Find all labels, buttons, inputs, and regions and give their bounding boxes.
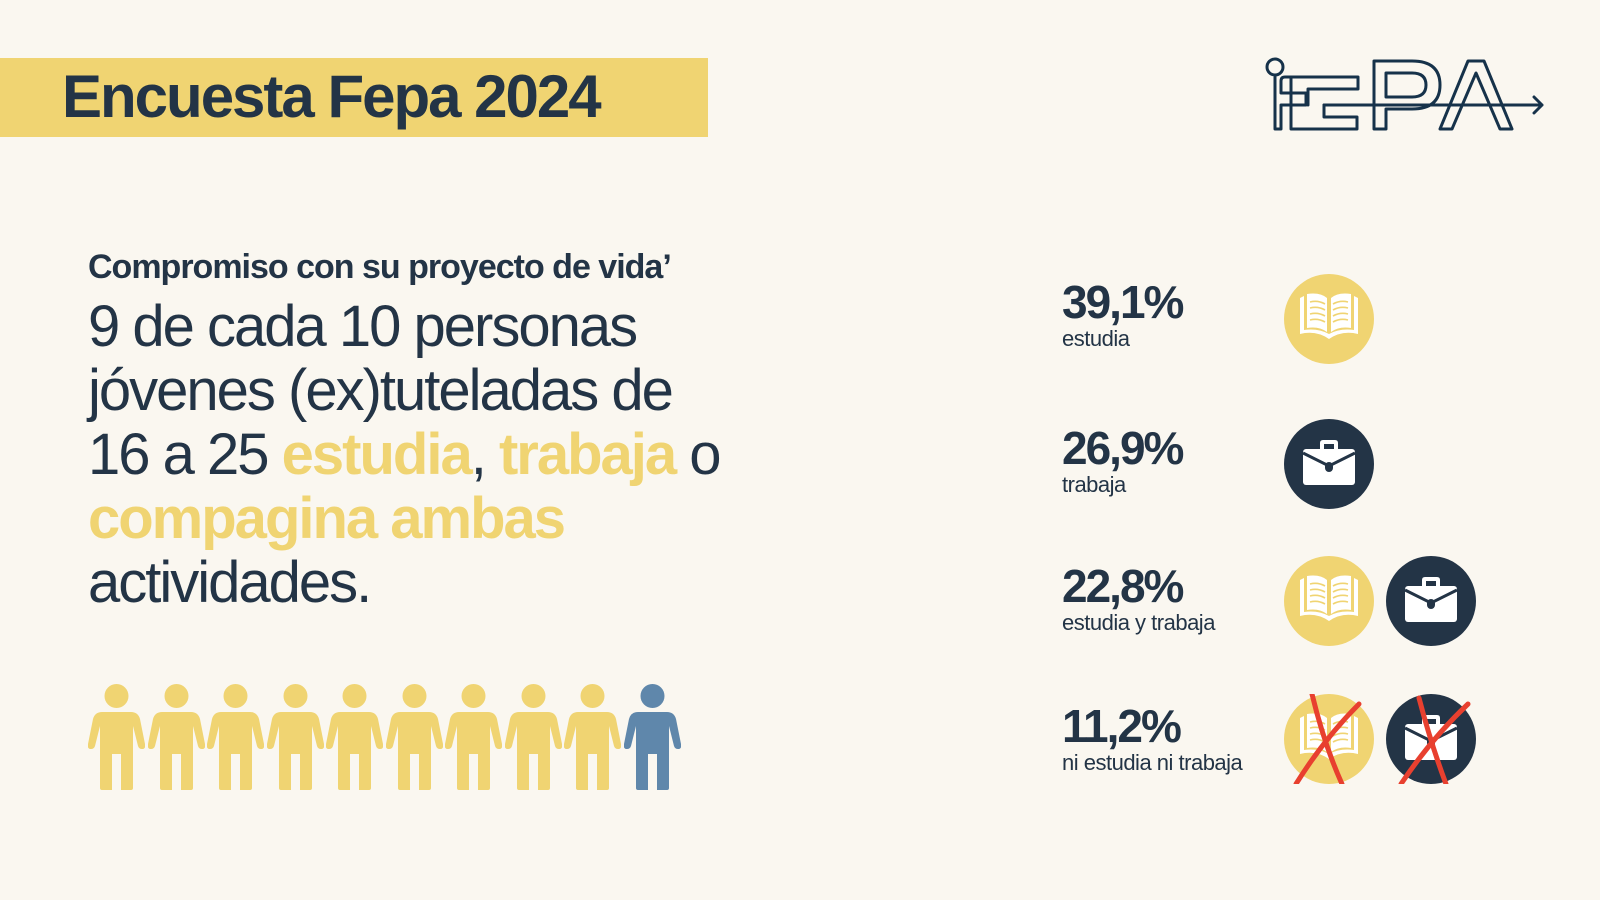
book-icon <box>1284 556 1374 646</box>
stat-percentage: 22,8% <box>1062 560 1184 612</box>
briefcase-icon <box>1284 419 1374 509</box>
title-bar: Encuesta Fepa 2024 <box>0 58 708 137</box>
stat-percentage: 11,2% <box>1062 700 1182 752</box>
stat-label: trabaja <box>1062 472 1126 497</box>
fepa-logo <box>1262 55 1547 140</box>
stat-percentage: 26,9% <box>1062 422 1184 474</box>
subtitle: Compromiso con su proyecto de vida’ <box>88 248 672 286</box>
person-icon <box>385 684 444 790</box>
person-icon <box>563 684 622 790</box>
person-icon <box>444 684 503 790</box>
stat-item: 26,9% trabaja <box>1062 422 1184 498</box>
stat-label: estudia <box>1062 326 1130 351</box>
highlight-trabaja: trabaja <box>498 422 677 487</box>
headline: 9 de cada 10 personas jóvenes (ex)tutela… <box>88 295 848 615</box>
headline-text: o <box>675 422 721 487</box>
person-icon <box>87 684 146 790</box>
headline-text: , <box>470 422 499 487</box>
person-icon <box>266 684 325 790</box>
briefcase-crossed-icon <box>1386 694 1476 787</box>
headline-line: 16 a 25 estudia, trabaja o <box>88 423 848 487</box>
headline-line: jóvenes (ex)tuteladas de <box>88 358 674 423</box>
person-icon <box>147 684 206 790</box>
headline-text: 16 a 25 <box>88 422 282 487</box>
headline-line: 9 de cada 10 personas <box>88 294 638 359</box>
page-title: Encuesta Fepa 2024 <box>62 63 602 130</box>
book-icon <box>1284 274 1374 364</box>
book-crossed-icon <box>1284 691 1374 787</box>
people-row <box>87 684 682 790</box>
headline-line: actividades. <box>88 550 372 615</box>
person-icon <box>206 684 265 790</box>
highlight-estudia: estudia <box>281 422 473 487</box>
highlight-compagina: compagina ambas <box>88 486 566 551</box>
person-icon <box>504 684 563 790</box>
person-icon <box>325 684 384 790</box>
stat-percentage: 39,1% <box>1062 276 1184 328</box>
stat-item: 11,2% ni estudia ni trabaja <box>1062 700 1243 776</box>
person-icon <box>623 684 682 790</box>
briefcase-icon <box>1386 556 1476 646</box>
stat-item: 39,1% estudia <box>1062 276 1184 352</box>
stat-label: estudia y trabaja <box>1062 610 1215 635</box>
stat-item: 22,8% estudia y trabaja <box>1062 562 1215 636</box>
stat-label: ni estudia ni trabaja <box>1062 750 1243 775</box>
